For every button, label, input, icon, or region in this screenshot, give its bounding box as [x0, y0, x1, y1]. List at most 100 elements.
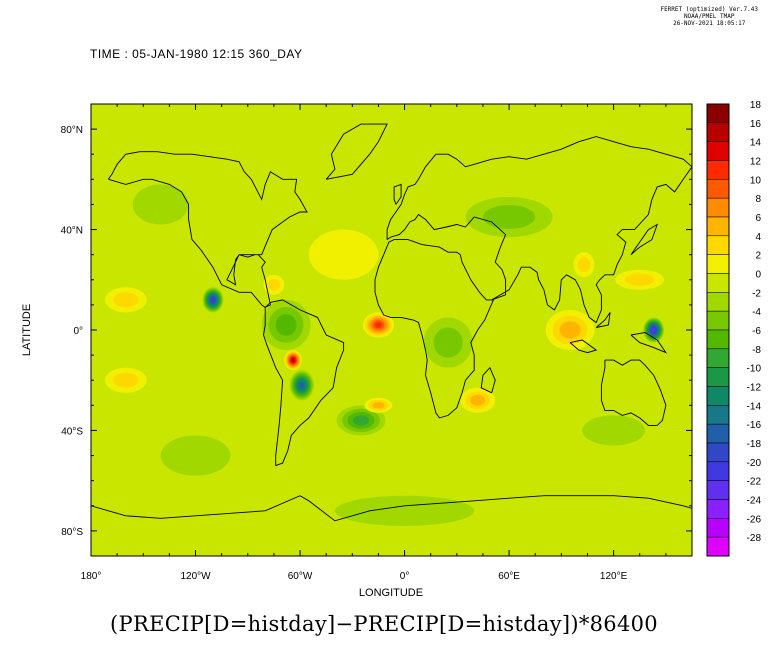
x-tick-label: 60°E — [498, 571, 520, 582]
colorbar-label: -24 — [747, 496, 762, 507]
coastline — [600, 359, 667, 426]
anomaly-contour — [372, 402, 385, 409]
colorbar-label: -4 — [752, 307, 761, 318]
colorbar-label: -2 — [752, 288, 761, 299]
colorbar-swatch — [706, 310, 730, 331]
colorbar-swatch — [706, 367, 730, 387]
header-version: FERRET (optimized) Ver.7.43 — [660, 6, 758, 13]
colorbar-label: 18 — [750, 100, 762, 111]
coastline — [263, 299, 345, 467]
anomaly-contour — [113, 292, 139, 308]
colorbar-swatch — [706, 329, 730, 350]
coastline — [595, 312, 611, 328]
anomaly-contour — [334, 495, 475, 526]
x-tick-label: 180° — [81, 571, 102, 582]
colorbar-swatch — [706, 292, 730, 312]
anomaly-layer — [104, 184, 665, 526]
header-org: NOAA/PMEL TMAP — [683, 13, 735, 20]
colorbar-swatch — [706, 160, 730, 180]
anomaly-contour — [577, 257, 591, 273]
colorbar-label: -10 — [747, 364, 762, 375]
colorbar-swatch — [706, 499, 730, 519]
time-label: TIME : 05-JAN-1980 12:15 360_DAY — [90, 47, 303, 61]
x-tick-label: 0° — [400, 571, 410, 582]
colorbar-swatch — [706, 254, 730, 274]
y-tick-label: 80°N — [61, 125, 83, 136]
colorbar-swatch — [706, 480, 730, 500]
colorbar-label: -12 — [747, 383, 762, 394]
colorbar-swatch — [706, 386, 730, 406]
x-tick-label: 120°E — [600, 571, 628, 582]
anomaly-contour — [582, 415, 645, 446]
plot-caption: (PRECIP[D=histday]−PRECIP[D=histday])*86… — [110, 612, 658, 636]
colorbar-label: -22 — [747, 477, 762, 488]
colorbar-label: 12 — [750, 157, 762, 168]
colorbar-label: -26 — [747, 514, 762, 525]
colorbar-swatch — [706, 405, 730, 425]
coastline — [393, 183, 402, 205]
colorbar-swatch — [706, 461, 730, 481]
coastline — [630, 332, 668, 354]
colorbar-swatch — [706, 518, 730, 538]
colorbar-label: -20 — [747, 458, 762, 469]
colorbar-label: 8 — [755, 194, 761, 205]
y-tick-label: 80°S — [61, 527, 83, 538]
anomaly-contour — [132, 184, 189, 225]
colorbar-label: 2 — [755, 251, 761, 262]
anomaly-contour — [211, 298, 215, 302]
colorbar-label: -14 — [747, 401, 762, 412]
colorbar-label: -6 — [752, 326, 761, 337]
colorbar-swatch — [706, 103, 730, 124]
colorbar-label: 0 — [755, 270, 761, 281]
anomaly-contour — [374, 322, 383, 328]
coastlines — [91, 123, 692, 522]
coastline — [108, 151, 308, 308]
colorbar-swatch — [706, 442, 730, 463]
coastline — [386, 136, 692, 324]
colorbar-label: -18 — [747, 439, 762, 450]
y-axis-label: LATITUDE — [21, 303, 33, 357]
anomaly-contour — [352, 415, 370, 426]
colorbar-label: 6 — [755, 213, 761, 224]
anomaly-contour — [275, 314, 297, 336]
x-tick-label: 120°W — [180, 571, 211, 582]
anomaly-contour — [160, 435, 231, 476]
colorbar-label: -16 — [747, 420, 762, 431]
anomaly-contour — [299, 382, 304, 388]
colorbar-swatch — [706, 423, 730, 444]
colorbar-swatch — [706, 179, 730, 199]
anomaly-contour — [113, 372, 139, 388]
anomaly-contour — [470, 394, 486, 406]
colorbar-swatch — [706, 348, 730, 368]
anomaly-contour — [559, 321, 581, 339]
coastline — [630, 223, 659, 256]
y-tick-label: 40°N — [61, 226, 83, 237]
anomaly-contour — [482, 204, 536, 230]
anomaly-contour — [625, 273, 655, 286]
coastline — [325, 123, 388, 180]
colorbar-swatch — [706, 197, 730, 218]
colorbar-swatch — [706, 122, 730, 142]
y-tick-label: 0° — [73, 326, 83, 337]
colorbar-label: -28 — [747, 533, 762, 544]
x-axis-label: LONGITUDE — [358, 587, 424, 599]
colorbar-label: -8 — [752, 345, 761, 356]
x-tick-label: 60°W — [288, 571, 313, 582]
anomaly-contour — [652, 328, 656, 332]
colorbar-swatch — [706, 235, 730, 255]
colorbar-label: 4 — [755, 232, 761, 243]
colorbar-swatch — [706, 273, 730, 293]
header-date: 26-NOV-2021 18:05:17 — [673, 20, 746, 27]
coastline — [480, 366, 496, 394]
colorbar-frame — [706, 103, 730, 557]
anomaly-contour — [308, 229, 379, 280]
anomaly-contour — [433, 327, 463, 358]
y-tick-label: 40°S — [61, 426, 83, 437]
colorbar-label: 14 — [750, 138, 762, 149]
coastline — [374, 239, 495, 419]
colorbar-label: 16 — [750, 119, 762, 130]
colorbar-swatch — [706, 536, 730, 557]
colorbar-swatch — [706, 216, 730, 237]
colorbar-label: 10 — [750, 175, 762, 186]
anomaly-contour — [291, 358, 295, 362]
